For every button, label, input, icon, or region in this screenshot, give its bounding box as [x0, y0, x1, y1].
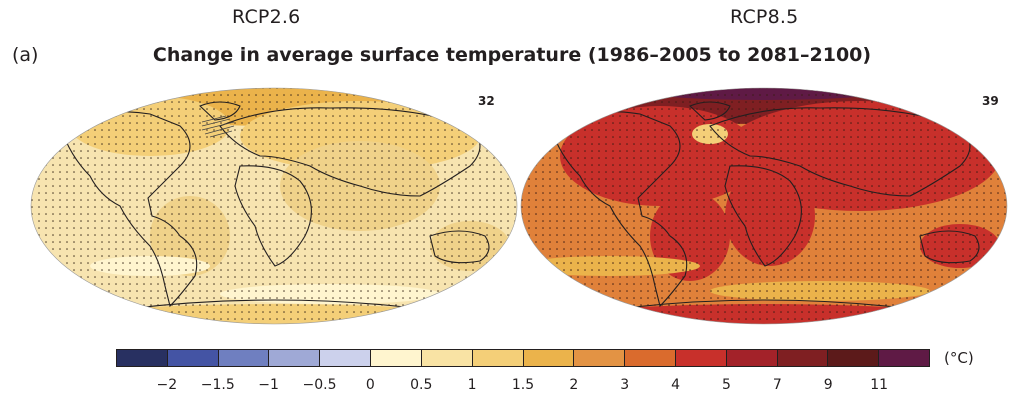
- rcp85-map: [520, 87, 1008, 325]
- colorbar-tick-label: 0: [365, 377, 375, 393]
- rcp26-map: [30, 87, 518, 325]
- colorbar-cell: [879, 350, 929, 366]
- colorbar-cell: [117, 350, 168, 366]
- colorbar-cell: [828, 350, 880, 366]
- colorbar-cell: [675, 350, 727, 366]
- colorbar-tick-label: 5: [722, 377, 731, 393]
- colorbar-cell: [371, 350, 422, 366]
- colorbar-tick-label: 0.5: [410, 377, 433, 393]
- colorbar-tick-label: −1.5: [200, 377, 235, 393]
- colorbar-tick-label: 9: [823, 377, 833, 393]
- colorbar-tick-label: 1: [467, 377, 477, 393]
- colorbar-tick-label: 2: [569, 377, 579, 393]
- colorbar-cell: [472, 350, 524, 366]
- colorbar-tick-label: 7: [772, 377, 782, 393]
- colorbar-unit: (°C): [944, 349, 974, 367]
- colorbar-tick-label: 1.5: [511, 377, 535, 393]
- colorbar-cell: [523, 350, 575, 366]
- colorbar-tick-label: −1: [258, 377, 279, 393]
- figure-title: Change in average surface temperature (1…: [152, 44, 872, 66]
- colorbar-cell: [218, 350, 270, 366]
- model-count-rcp85: 39: [982, 94, 999, 108]
- colorbar-cell: [574, 350, 626, 366]
- colorbar-cell: [777, 350, 829, 366]
- colorbar-cell: [421, 350, 473, 366]
- colorbar-cell: [167, 350, 219, 366]
- scenario-label-rcp26: RCP2.6: [232, 6, 301, 28]
- colorbar-tick-label: 3: [620, 377, 630, 393]
- colorbar-cell: [320, 350, 372, 366]
- colorbar-tick-label: 11: [870, 377, 889, 393]
- colorbar-cell: [726, 350, 778, 366]
- colorbar-tick-label: −2: [156, 377, 178, 393]
- colorbar-tick-label: −0.5: [302, 377, 337, 393]
- hatching-region: [201, 115, 235, 138]
- colorbar-cell: [269, 350, 321, 366]
- model-count-rcp26: 32: [478, 94, 495, 108]
- colorbar-cell: [625, 350, 676, 366]
- stippling-overlay: [31, 88, 517, 324]
- stippling-overlay: [521, 88, 1007, 324]
- colorbar: [116, 349, 930, 367]
- colorbar-tick-label: 4: [671, 377, 681, 393]
- scenario-label-rcp85: RCP8.5: [730, 6, 799, 28]
- panel-label: (a): [12, 44, 39, 66]
